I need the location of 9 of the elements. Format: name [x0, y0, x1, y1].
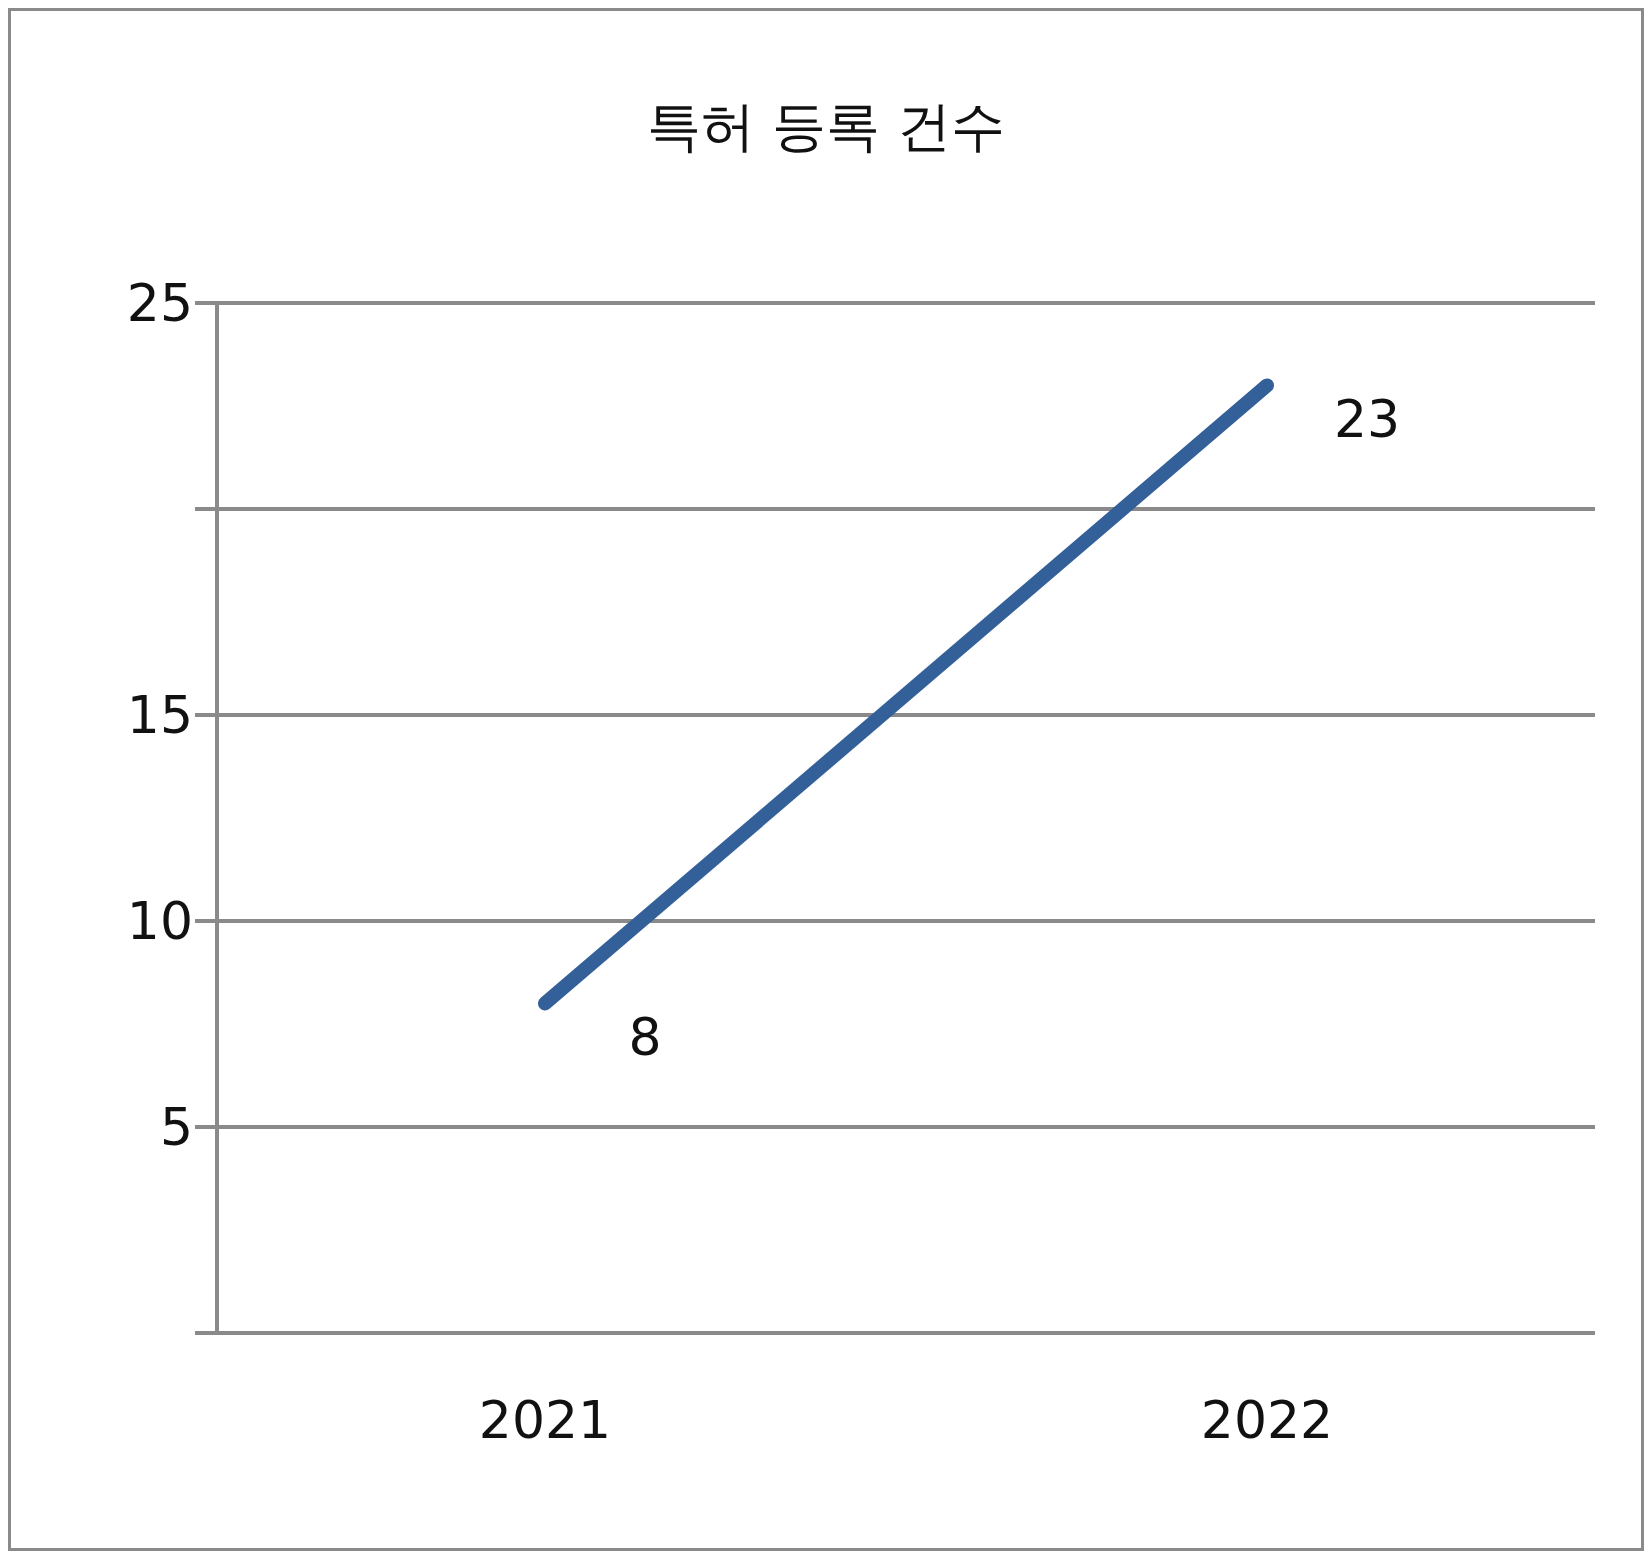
data-label: 23	[1333, 389, 1401, 450]
y-tick-label: 15	[126, 685, 193, 746]
y-tick-label: 25	[126, 273, 193, 334]
x-tick-label: 2022	[1200, 1389, 1334, 1450]
y-tick-label: 5	[159, 1097, 193, 1158]
chart-title: 특허 등록 건수	[645, 94, 1007, 160]
data-label: 8	[628, 1007, 662, 1068]
x-tick-label: 2021	[478, 1389, 612, 1450]
y-tick-label: 10	[126, 891, 193, 952]
